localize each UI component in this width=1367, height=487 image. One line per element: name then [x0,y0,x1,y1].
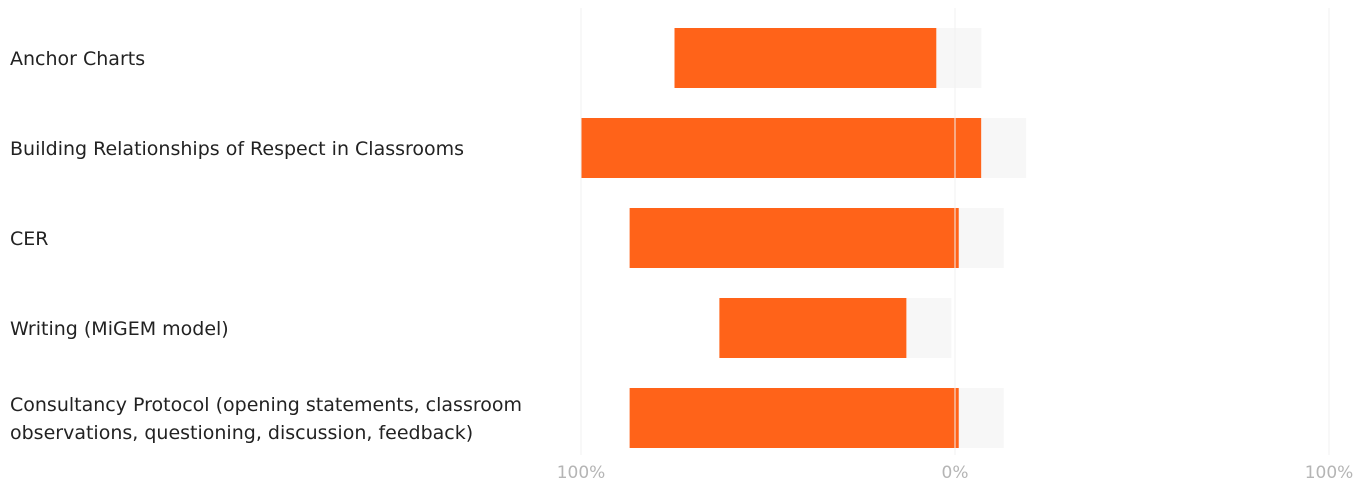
bar [674,28,937,88]
category-label: Anchor Charts [10,48,145,70]
bar-track [981,118,1027,178]
bar [719,298,907,358]
category-labels: Anchor Charts Building Relationships of R… [10,48,522,444]
bar-tracks [906,28,1027,448]
bars [581,28,982,448]
category-label-line: observations, questioning, discussion, f… [10,422,473,444]
x-tick-label: 0% [942,463,969,483]
x-axis-ticks: 100% 0% 100% [557,8,1354,483]
category-label-line: Anchor Charts [10,48,145,70]
bar [629,208,959,268]
category-label: CER [10,228,48,250]
bar-track [958,208,1004,268]
category-label-line: Building Relationships of Respect in Cla… [10,138,464,160]
bar-track [936,28,982,88]
category-label-line: CER [10,228,48,250]
bar-track [906,298,952,358]
bar [629,388,959,448]
category-label: Building Relationships of Respect in Cla… [10,138,464,160]
bar-track [958,388,1004,448]
category-label: Consultancy Protocol (opening statements… [10,394,522,444]
category-label-line: Writing (MiGEM model) [10,318,229,340]
x-tick-label: 100% [1305,463,1354,483]
category-label: Writing (MiGEM model) [10,318,229,340]
bar [581,118,982,178]
x-tick-label: 100% [557,463,606,483]
category-label-line: Consultancy Protocol (opening statements… [10,394,522,416]
